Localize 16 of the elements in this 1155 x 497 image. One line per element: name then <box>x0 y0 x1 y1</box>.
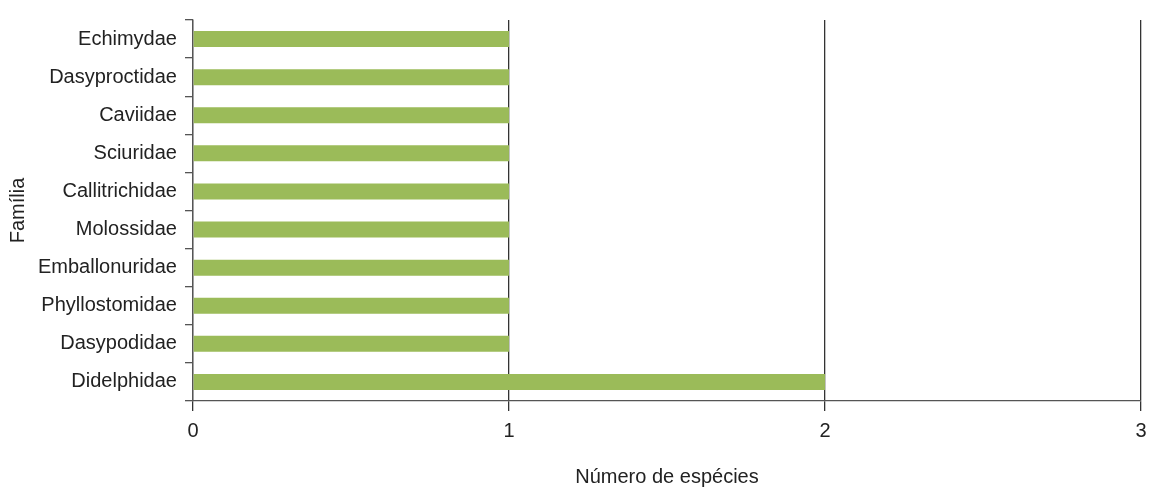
y-tick-label: Callitrichidae <box>62 178 177 201</box>
y-tick-label: Phyllostomidae <box>41 293 177 316</box>
x-tick-label: 2 <box>819 418 831 441</box>
x-axis-title: Número de espécies <box>575 464 759 487</box>
y-tick-label: Didelphidae <box>71 369 177 392</box>
x-tick-label: 3 <box>1135 418 1147 441</box>
y-tick-label: Caviidae <box>99 102 177 125</box>
y-tick-label: Echimydae <box>78 26 177 49</box>
y-axis-title: Família <box>5 176 28 244</box>
y-tick-label: Dasyproctidae <box>49 64 177 87</box>
x-tick-label: 0 <box>187 418 199 441</box>
y-tick-label: Emballonuridae <box>37 255 177 278</box>
y-tick-label: Dasypodidae <box>60 331 177 354</box>
y-tick-label: Sciuridae <box>93 140 177 163</box>
x-tick-label: 1 <box>503 418 515 441</box>
y-tick-label: Molossidae <box>75 217 177 240</box>
